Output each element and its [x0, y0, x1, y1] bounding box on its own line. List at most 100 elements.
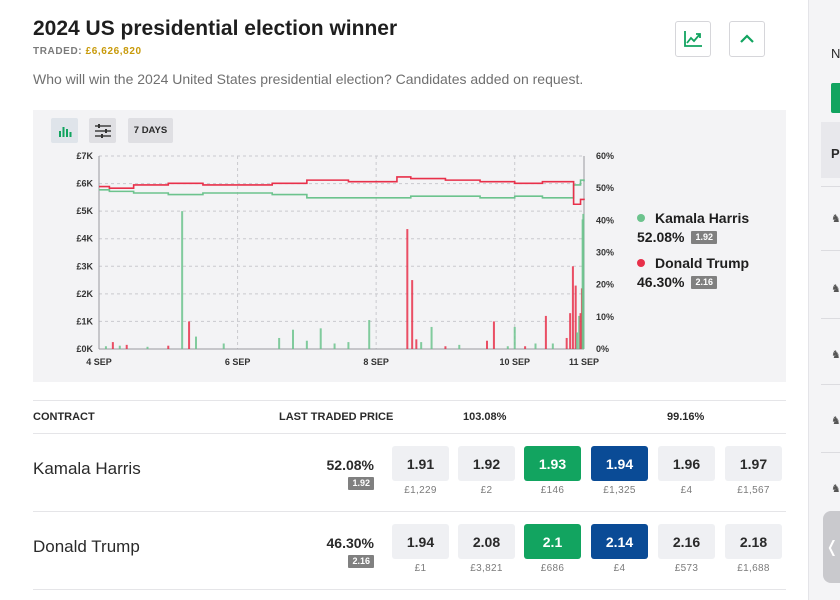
back-book-percent: 103.08%	[463, 411, 507, 423]
lay-price-best[interactable]: 2.14 £4	[591, 524, 648, 574]
volume-bar	[486, 340, 488, 349]
chart-settings-button[interactable]	[89, 118, 116, 143]
harris-price-line	[99, 179, 585, 199]
chart-toggle-button[interactable]	[675, 21, 711, 57]
price-button[interactable]: 1.96	[658, 446, 715, 481]
side-panel-green-button[interactable]	[831, 83, 840, 113]
price-amount: £1,325	[603, 485, 636, 496]
last-traded-price: 52.08% 1.92	[327, 457, 374, 491]
back-price-best[interactable]: 1.93 £146	[524, 446, 581, 496]
price-button[interactable]: 1.91	[392, 446, 449, 481]
chevron-left-icon[interactable]: ❬	[823, 511, 840, 583]
horse-racing-icon: ♞	[831, 213, 840, 225]
last-traded-badge: 2.16	[348, 555, 374, 568]
back-price-best[interactable]: 2.1 £686	[524, 524, 581, 574]
lay-price-3[interactable]: 2.18 £1,688	[725, 524, 782, 574]
best-lay-button[interactable]: 1.94	[591, 446, 648, 481]
last-traded-percent: 46.30%	[326, 535, 374, 551]
legend-harris-pct: 52.08%	[637, 229, 685, 245]
volume-bar	[430, 326, 433, 349]
volume-bar	[292, 329, 294, 349]
back-price-3[interactable]: 1.94 £1	[392, 524, 449, 574]
price-button[interactable]: 1.97	[725, 446, 782, 481]
y-left-tick-label: £4K	[76, 234, 93, 244]
price-amount: £1,567	[737, 485, 770, 496]
best-back-button[interactable]: 1.93	[524, 446, 581, 481]
range-7-days-button[interactable]: 7 DAYS	[128, 118, 173, 143]
horse-racing-icon: ♞	[831, 415, 840, 427]
y-right-tick-label: 60%	[596, 151, 614, 161]
traded-amount: £6,626,820	[85, 46, 142, 57]
runner-name: Donald Trump	[33, 537, 140, 556]
last-traded-price: 46.30% 2.16	[327, 535, 374, 569]
back-price-3[interactable]: 1.91 £1,229	[392, 446, 449, 496]
lay-price-best[interactable]: 1.94 £1,325	[591, 446, 648, 496]
legend-trump-price-badge: 2.16	[691, 275, 718, 289]
traded-volume: TRADED: £6,626,820	[33, 46, 142, 57]
trump-dot	[637, 259, 645, 267]
y-right-tick-label: 40%	[596, 215, 614, 225]
price-amount: £4	[613, 563, 626, 574]
divider	[821, 452, 840, 453]
volume-bar	[305, 340, 308, 349]
lay-price-2[interactable]: 2.16 £573	[658, 524, 715, 574]
volume-bar	[319, 328, 322, 349]
volume-toggle-button[interactable]	[51, 118, 78, 143]
price-amount: £686	[540, 563, 565, 574]
volume-bar	[534, 343, 537, 349]
x-tick-label: 8 SEP	[363, 357, 389, 367]
price-amount: £573	[674, 563, 699, 574]
volume-bar	[458, 344, 461, 349]
y-right-tick-label: 50%	[596, 183, 614, 193]
legend-harris-price-badge: 1.92	[691, 230, 718, 244]
volume-bar	[181, 211, 184, 349]
best-back-button[interactable]: 2.1	[524, 524, 581, 559]
price-button[interactable]: 1.94	[392, 524, 449, 559]
best-lay-button[interactable]: 2.14	[591, 524, 648, 559]
y-left-tick-label: £5K	[76, 206, 93, 216]
volume-bar	[333, 343, 336, 349]
col-contract: CONTRACT	[33, 411, 95, 423]
lay-book-percent: 99.16%	[667, 411, 705, 423]
volume-bar	[569, 313, 572, 349]
back-price-2[interactable]: 1.92 £2	[458, 446, 515, 496]
side-panel-header	[821, 122, 840, 178]
contract-table-header: CONTRACT LAST TRADED PRICE 103.08% 99.16…	[33, 400, 786, 434]
legend-harris: Kamala Harris 52.08% 1.92	[637, 210, 777, 245]
volume-bar	[347, 342, 350, 349]
col-last-traded-price: LAST TRADED PRICE	[279, 411, 394, 423]
price-amount: £1,229	[404, 485, 437, 496]
sliders-icon	[94, 123, 111, 138]
y-right-tick-label: 30%	[596, 248, 614, 258]
x-tick-label: 11 SEP	[569, 357, 599, 367]
volume-bar	[565, 337, 568, 349]
y-left-tick-label: £2K	[76, 289, 93, 299]
x-tick-label: 10 SEP	[499, 357, 530, 367]
divider	[821, 384, 840, 385]
price-button[interactable]: 2.08	[458, 524, 515, 559]
price-button[interactable]: 2.16	[658, 524, 715, 559]
divider	[821, 186, 840, 187]
lay-price-3[interactable]: 1.97 £1,567	[725, 446, 782, 496]
bar-chart-icon	[58, 127, 71, 137]
price-button[interactable]: 1.92	[458, 446, 515, 481]
y-right-tick-label: 10%	[596, 312, 614, 322]
volume-bar	[125, 344, 128, 349]
volume-bar	[118, 345, 121, 349]
side-panel: N P ♞ ♞ ♞ ♞ ♞ ❬	[808, 0, 840, 600]
volume-bar	[278, 337, 281, 349]
lay-price-2[interactable]: 1.96 £4	[658, 446, 715, 496]
volume-bar	[492, 321, 495, 349]
volume-bar	[368, 320, 371, 349]
legend-harris-name: Kamala Harris	[655, 210, 750, 226]
x-tick-label: 6 SEP	[225, 357, 251, 367]
harris-dot	[637, 214, 645, 222]
last-traded-badge: 1.92	[348, 477, 374, 490]
back-price-2[interactable]: 2.08 £3,821	[458, 524, 515, 574]
price-chart-panel: 7 DAYS £7K £6K £5K £4K £3K £2K £1K £0K 60% 50% 40%…	[33, 110, 786, 382]
price-button[interactable]: 2.18	[725, 524, 782, 559]
y-right-tick-label: 20%	[596, 280, 614, 290]
divider	[821, 318, 840, 319]
collapse-button[interactable]	[729, 21, 765, 57]
volume-bar	[104, 346, 107, 349]
